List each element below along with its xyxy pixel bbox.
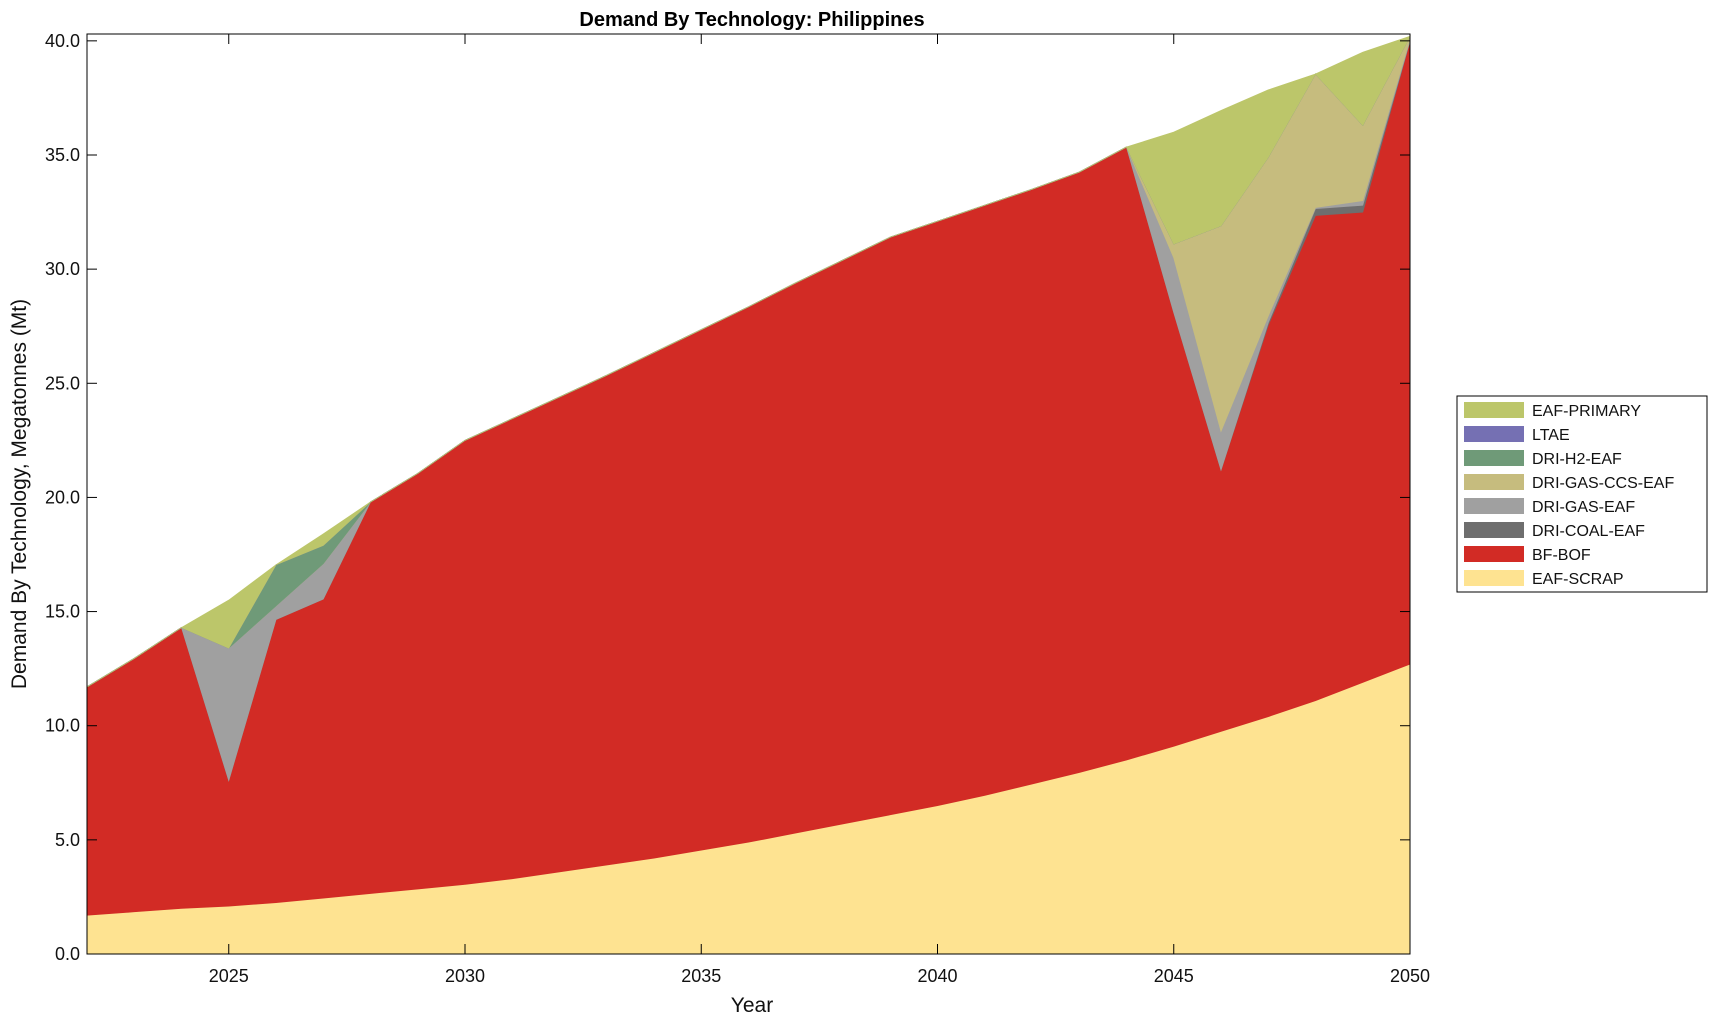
legend: EAF-PRIMARY LTAE DRI-H2-EAF DRI-GAS-CCS-EAF… [1456,395,1708,593]
legend-label-eaf-scrap: EAF-SCRAP [1532,571,1624,588]
y-axis-label: Demand By Technology, Megatonnes (Mt) [8,299,31,689]
legend-swatch-dri-gas-eaf [1464,498,1524,514]
y-tick-label: 0.0 [55,944,80,964]
legend-label-eaf-primary: EAF-PRIMARY [1532,403,1641,420]
y-tick-label: 15.0 [45,602,80,622]
legend-swatch-bf-bof [1464,546,1524,562]
x-tick-label: 2050 [1390,966,1430,986]
x-tick-label: 2025 [209,966,249,986]
x-tick-label: 2040 [917,966,957,986]
legend-label-dri-gas-ccs-eaf: DRI-GAS-CCS-EAF [1532,475,1674,492]
legend-swatch-ltae [1464,426,1524,442]
y-tick-label: 40.0 [45,31,80,51]
y-axis-ticks: 0.0 5.0 10.0 15.0 20.0 25.0 30.0 35.0 40.0 [45,31,1410,964]
legend-label-ltae: LTAE [1532,427,1570,444]
plot-frame [86,33,1411,955]
legend-swatch-dri-gas-ccs-eaf [1464,474,1524,490]
legend-label-dri-coal-eaf: DRI-COAL-EAF [1532,523,1645,540]
legend-label-dri-h2-eaf: DRI-H2-EAF [1532,451,1622,468]
y-tick-label: 10.0 [45,716,80,736]
legend-swatch-eaf-scrap [1464,570,1524,586]
x-axis-label: Year [731,994,773,1017]
y-tick-label: 25.0 [45,373,80,393]
y-tick-label: 35.0 [45,145,80,165]
x-tick-label: 2030 [445,966,485,986]
x-axis-ticks: 2025 2030 2035 2040 2045 2050 [209,34,1430,986]
y-tick-label: 20.0 [45,487,80,507]
legend-label-dri-gas-eaf: DRI-GAS-EAF [1532,499,1635,516]
stacked-areas [86,35,1411,955]
legend-swatch-dri-coal-eaf [1464,522,1524,538]
y-tick-label: 30.0 [45,259,80,279]
y-tick-label: 5.0 [55,830,80,850]
legend-swatch-dri-h2-eaf [1464,450,1524,466]
x-tick-label: 2045 [1154,966,1194,986]
chart-title: Demand By Technology: Philippines [579,9,924,31]
legend-label-bf-bof: BF-BOF [1532,547,1591,564]
legend-swatch-eaf-primary [1464,402,1524,418]
x-tick-label: 2035 [681,966,721,986]
